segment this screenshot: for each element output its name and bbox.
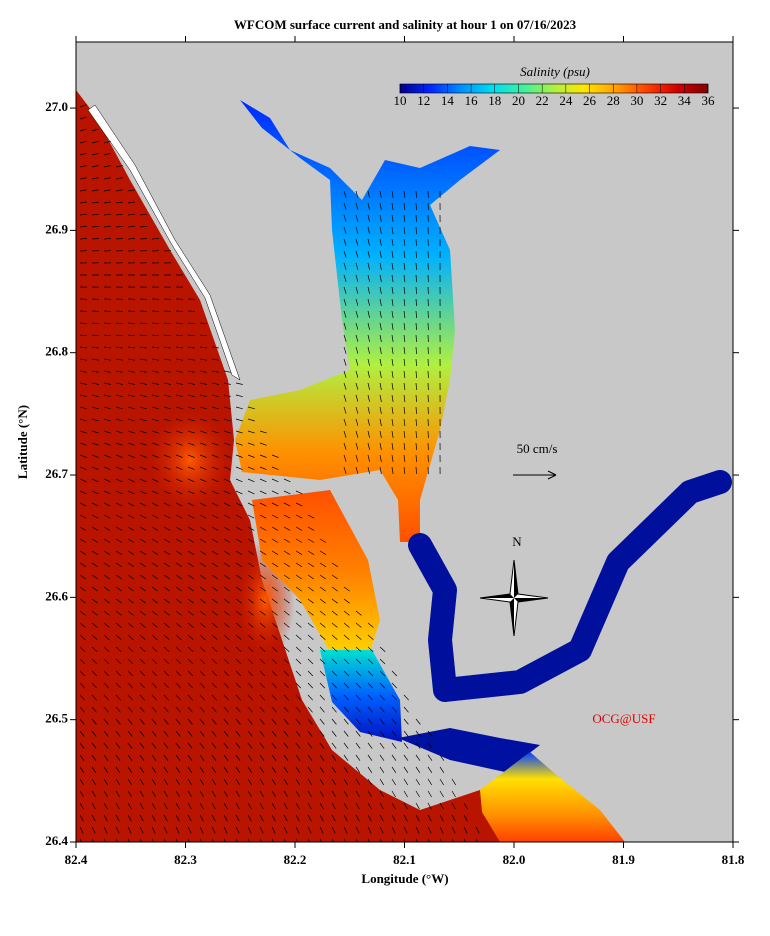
y-tick-label: 26.8 xyxy=(45,344,68,359)
vector-field xyxy=(79,104,480,842)
x-tick-label: 82.1 xyxy=(393,852,416,867)
map-layer xyxy=(76,90,732,842)
x-tick-label: 81.9 xyxy=(612,852,635,867)
colorbar-ramp xyxy=(399,83,709,94)
x-tick-label: 82.3 xyxy=(174,852,197,867)
credit: OCG@USF xyxy=(592,711,655,726)
y-tick-label: 26.7 xyxy=(45,466,68,481)
colorbar-tick-label: 28 xyxy=(607,93,620,108)
estero-bay xyxy=(480,752,625,842)
compass: N xyxy=(479,534,549,637)
axes: 82.4 82.3 82.2 82.1 82.0 81.9 81.8 26.4 26.5 26.6… xyxy=(45,36,745,867)
colorbar-tick-label: 34 xyxy=(678,93,692,108)
colorbar-tick-label: 32 xyxy=(654,93,667,108)
colorbar-tick-label: 24 xyxy=(559,93,573,108)
current-vectors xyxy=(79,104,480,842)
x-tick-label: 81.8 xyxy=(722,852,745,867)
plume xyxy=(145,405,235,515)
charlotte-harbor xyxy=(235,100,500,542)
colorbar-tick-label: 16 xyxy=(465,93,479,108)
y-tick-label: 26.4 xyxy=(45,833,68,848)
x-tick-label: 82.4 xyxy=(65,852,88,867)
barrier-islands xyxy=(87,104,241,381)
scale-label: 50 cm/s xyxy=(517,441,558,456)
colorbar-tick-label: 22 xyxy=(536,93,549,108)
colorbar-label: Salinity (psu) xyxy=(520,64,590,79)
colorbar-tick-label: 26 xyxy=(583,93,597,108)
x-tick-label: 82.2 xyxy=(284,852,307,867)
compass-fill xyxy=(480,560,548,636)
compass-label: N xyxy=(512,534,522,549)
y-tick-label: 26.5 xyxy=(45,711,68,726)
y-tick-label: 26.9 xyxy=(45,221,68,236)
caloosahatchee-mouth xyxy=(398,728,540,772)
y-axis-label: Latitude (°N) xyxy=(15,405,30,479)
y-tick-label: 26.6 xyxy=(45,588,68,603)
x-axis-label: Longitude (°W) xyxy=(361,871,448,886)
colorbar-tick-label: 14 xyxy=(441,93,455,108)
pine-island-sound xyxy=(252,490,380,652)
colorbar-tick-label: 12 xyxy=(417,93,430,108)
colorbar-tick-label: 18 xyxy=(488,93,501,108)
scale-head xyxy=(547,470,557,480)
colorbar-tick-label: 30 xyxy=(630,93,643,108)
colorbar-tick-label: 10 xyxy=(394,93,407,108)
colorbar-tick-label: 36 xyxy=(702,93,716,108)
title: WFCOM surface current and salinity at ho… xyxy=(234,17,577,32)
caloosahatchee-river xyxy=(408,470,732,702)
scale-arrow: 50 cm/s xyxy=(513,441,558,480)
colorbar: Salinity (psu) 10 12 14 16 18 20 22 24 26 28 30 32 3… xyxy=(394,64,716,108)
gulf-water xyxy=(76,90,500,842)
y-tick-label: 27.0 xyxy=(45,99,68,114)
colorbar-tick-label: 20 xyxy=(512,93,525,108)
x-tick-label: 82.0 xyxy=(503,852,526,867)
